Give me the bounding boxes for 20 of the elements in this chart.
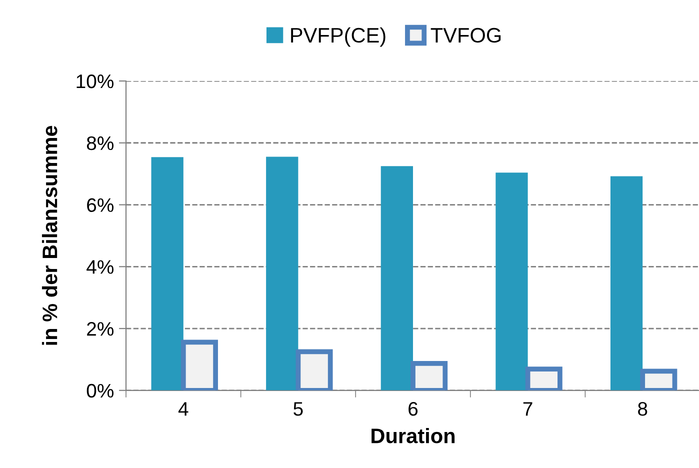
x-tick-label: 5 (294, 402, 303, 416)
y-tick-label: 2% (87, 322, 114, 336)
y-tick-label: 8% (86, 136, 114, 150)
x-tick-label: 8 (638, 402, 648, 416)
bar (151, 157, 184, 390)
y-tick-label: 10% (76, 74, 114, 88)
x-tick-label: 4 (178, 402, 188, 416)
y-tick-label: 0% (86, 384, 114, 398)
x-tick-label: 7 (523, 402, 532, 416)
y-tick-label: 6% (87, 198, 114, 212)
bar (610, 176, 643, 390)
bar (380, 166, 413, 390)
bar (496, 172, 528, 390)
legend-label: PVFP(CE) (291, 27, 386, 47)
legend-label: TVFOG (430, 28, 501, 43)
bar (266, 156, 298, 390)
y-axis-title: in % der Bilanzsumme (42, 126, 58, 345)
y-tick-label: 4% (86, 260, 114, 274)
x-axis-title: Duration (372, 428, 455, 444)
x-tick-label: 6 (408, 402, 418, 416)
